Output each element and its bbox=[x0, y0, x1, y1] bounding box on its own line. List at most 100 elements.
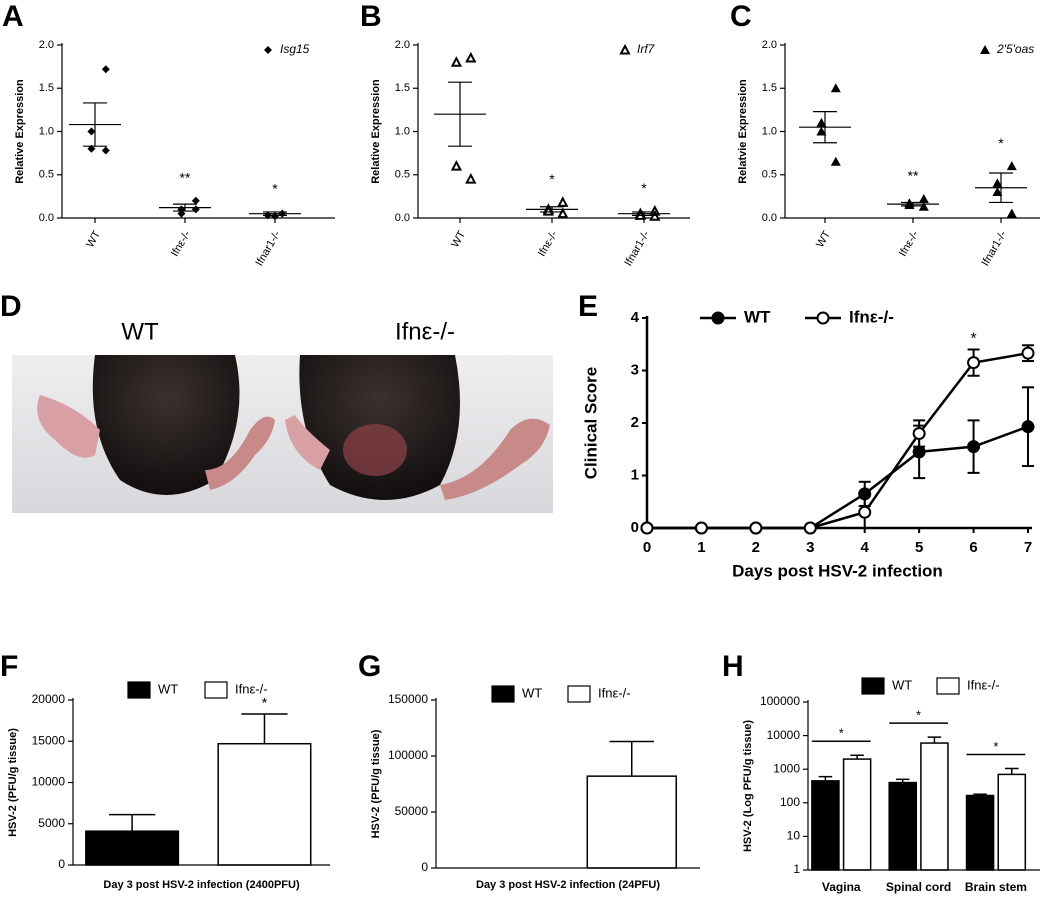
y-axis-label: Relative Expression bbox=[370, 79, 382, 184]
photo bbox=[12, 355, 553, 513]
data-point bbox=[816, 126, 827, 136]
x-tick-label: 2 bbox=[752, 539, 760, 556]
mouse-body bbox=[92, 355, 240, 495]
legend-swatch bbox=[567, 685, 591, 703]
panel-letter: H bbox=[722, 650, 744, 683]
data-point bbox=[649, 210, 661, 221]
data-point bbox=[912, 445, 926, 459]
y-tick-label: 1.0 bbox=[762, 125, 777, 137]
significance: * bbox=[641, 180, 647, 196]
legend-swatch bbox=[204, 681, 228, 699]
x-tick-label: Ifnε-/- bbox=[536, 229, 560, 259]
mouse-foot bbox=[440, 418, 550, 500]
significance: * bbox=[998, 135, 1004, 151]
x-tick-label: 4 bbox=[861, 539, 870, 556]
panel-letter: B bbox=[360, 0, 382, 33]
y-axis-label: HSV-2 (PFU/g tissue) bbox=[7, 728, 19, 837]
legend-label: Ifnε-/- bbox=[598, 685, 631, 700]
y-tick-label: 1.5 bbox=[762, 82, 777, 94]
x-tick-label: WT bbox=[84, 229, 103, 250]
legend-label: WT bbox=[744, 307, 771, 326]
y-tick-label: 1.5 bbox=[39, 82, 54, 94]
significance: * bbox=[916, 708, 921, 723]
panel-letter: C bbox=[730, 0, 752, 33]
x-tick-label: Ifnar1-/- bbox=[253, 229, 283, 269]
legend-label: Ifnε-/- bbox=[849, 307, 894, 326]
panel-letter: D bbox=[0, 290, 22, 323]
y-tick-label: 10000 bbox=[32, 775, 66, 789]
data-point bbox=[542, 204, 555, 216]
legend-marker bbox=[264, 46, 272, 54]
lesion bbox=[343, 424, 407, 476]
legend-marker bbox=[711, 311, 725, 325]
legend-swatch bbox=[861, 677, 885, 695]
data-point bbox=[816, 117, 827, 127]
significance: ** bbox=[180, 169, 191, 185]
x-tick-label: Spinal cord bbox=[886, 880, 951, 894]
bar bbox=[965, 794, 995, 871]
x-tick-label: 0 bbox=[643, 539, 651, 556]
legend-label: Ifnε-/- bbox=[967, 677, 1000, 692]
photo-label: WT bbox=[121, 318, 159, 345]
significance: ** bbox=[908, 168, 919, 184]
y-tick-label: 3 bbox=[631, 361, 639, 378]
y-tick-label: 0.0 bbox=[39, 212, 54, 224]
y-tick-label: 5000 bbox=[38, 816, 65, 830]
y-tick-label: 150000 bbox=[388, 692, 428, 706]
data-point bbox=[967, 440, 981, 454]
x-tick-label: 6 bbox=[969, 539, 977, 556]
x-tick-label: 1 bbox=[697, 539, 705, 556]
y-tick-label: 15000 bbox=[32, 733, 66, 747]
data-point bbox=[830, 83, 841, 93]
y-tick-label: 100000 bbox=[388, 748, 428, 762]
y-axis-label: HSV-2 (PFU/g tissue) bbox=[370, 729, 382, 838]
data-point bbox=[749, 521, 763, 535]
significance: * bbox=[262, 695, 268, 711]
y-tick-label: 0.0 bbox=[762, 212, 777, 224]
legend-swatch bbox=[936, 677, 960, 695]
significance: * bbox=[839, 726, 844, 741]
data-point bbox=[1021, 420, 1035, 434]
y-axis-label: Clinical Score bbox=[581, 367, 600, 479]
legend-label: WT bbox=[892, 677, 912, 692]
x-axis-label: Day 3 post HSV-2 infection (2400PFU) bbox=[103, 879, 300, 891]
y-tick-label: 0 bbox=[421, 860, 428, 874]
x-tick-label: 3 bbox=[806, 539, 814, 556]
x-tick-label: Ifnε-/- bbox=[897, 229, 921, 259]
y-tick-label: 2.0 bbox=[395, 39, 410, 51]
panel-letter: G bbox=[358, 650, 381, 683]
y-tick-label: 0 bbox=[58, 857, 65, 871]
legend-label: Ifnε-/- bbox=[235, 681, 268, 696]
x-axis-label: Day 3 post HSV-2 infection (24PFU) bbox=[476, 879, 660, 891]
x-tick-label: WT bbox=[814, 229, 833, 250]
y-tick-label: 20000 bbox=[32, 692, 66, 706]
panel-letter: E bbox=[578, 290, 598, 323]
x-tick-label: Ifnε-/- bbox=[169, 229, 193, 259]
legend-label: 2'5'oas bbox=[996, 42, 1034, 56]
x-tick-label: Ifnar1-/- bbox=[622, 229, 652, 269]
data-point bbox=[450, 159, 463, 171]
y-tick-label: 1 bbox=[631, 466, 639, 483]
mouse-foot bbox=[205, 416, 275, 490]
data-point bbox=[557, 196, 569, 207]
y-tick-label: 0.5 bbox=[395, 169, 410, 181]
y-tick-label: 100000 bbox=[760, 694, 800, 708]
x-tick-label: Ifnar1-/- bbox=[979, 229, 1009, 269]
legend-swatch bbox=[491, 685, 515, 703]
y-tick-label: 0.5 bbox=[39, 169, 54, 181]
mouse-foot bbox=[37, 395, 100, 458]
data-point bbox=[101, 146, 110, 155]
legend-label: WT bbox=[158, 681, 178, 696]
data-point bbox=[992, 187, 1003, 197]
data-point bbox=[450, 56, 463, 67]
data-point bbox=[465, 172, 477, 184]
series-line bbox=[647, 351, 1029, 530]
legend-marker bbox=[980, 45, 990, 54]
legend-marker bbox=[619, 43, 631, 55]
mouse-foot bbox=[285, 415, 330, 470]
y-tick-label: 0.0 bbox=[395, 212, 410, 224]
y-tick-label: 1.5 bbox=[395, 82, 410, 94]
data-point bbox=[191, 205, 200, 214]
data-point bbox=[1006, 208, 1017, 218]
data-point bbox=[465, 51, 477, 63]
